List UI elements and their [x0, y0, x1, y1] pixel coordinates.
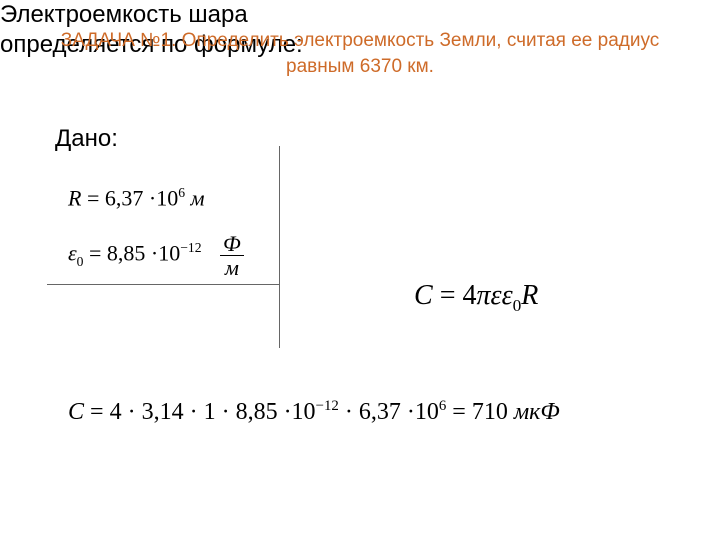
calc-line: C = 4 · 3,14 · 1 · 8,85 ·10−12 · 6,37 ·1…	[68, 398, 560, 426]
given-eq-eps0: ε0 = 8,85 ·10−12 Ф м	[68, 232, 246, 279]
calc-dot2: ·	[190, 399, 204, 425]
calc-dot1: ·	[128, 399, 142, 425]
formula-4pi: 4π	[462, 280, 490, 311]
exp-eps0: −12	[180, 240, 201, 255]
calc-4: 4	[110, 399, 122, 425]
calc-R-exp: 6	[439, 398, 446, 414]
val-eps0: 8,85	[107, 241, 146, 266]
divider-vertical	[279, 146, 280, 348]
formula-eps0-sub: 0	[513, 296, 522, 315]
sym-eps0: ε	[68, 241, 77, 266]
calc-eq: =	[90, 399, 110, 425]
calc-eps0: 8,85	[236, 399, 278, 425]
formula-R: R	[521, 280, 538, 311]
given-label: Дано:	[55, 125, 118, 153]
calc-dot6: ·10	[407, 399, 439, 425]
space	[207, 241, 213, 266]
unit-R-sym: м	[191, 185, 205, 210]
formula-eps: ε	[491, 280, 502, 311]
calc-R: 6,37	[359, 399, 401, 425]
dot2: ·10	[151, 241, 180, 266]
title-line-1: ЗАДАЧА №1. Определить электроемкость Зем…	[61, 30, 660, 51]
calc-dot4: ·10	[284, 399, 316, 425]
equals2: =	[89, 241, 107, 266]
slide: ЗАДАЧА №1. Определить электроемкость Зем…	[0, 0, 720, 540]
unit-num: Ф	[220, 232, 244, 255]
unit-den: м	[220, 255, 244, 279]
calc-eq2: =	[452, 399, 472, 425]
formula-eps0: ε	[502, 280, 513, 311]
calc-unit: мкФ	[514, 399, 560, 425]
calc-dot3: ·	[222, 399, 236, 425]
formula-eq: =	[440, 280, 463, 311]
unit-frac: Ф м	[220, 232, 244, 279]
formula-C: C	[414, 280, 433, 311]
val-R: 6,37	[105, 185, 144, 210]
calc-pi: 3,14	[142, 399, 184, 425]
sub-eps0: 0	[77, 254, 84, 269]
problem-title: ЗАДАЧА №1. Определить электроемкость Зем…	[44, 28, 676, 79]
calc-eps: 1	[204, 399, 216, 425]
calc-C: C	[68, 399, 84, 425]
calc-eps0-exp: −12	[316, 398, 339, 414]
equals: =	[87, 185, 105, 210]
calc-result: 710	[472, 399, 508, 425]
dot: ·10	[149, 185, 178, 210]
title-line-2: равным 6370 км.	[286, 56, 434, 77]
divider-horizontal	[47, 284, 279, 285]
exp-R: 6	[178, 185, 185, 200]
sym-R: R	[68, 185, 81, 210]
formula-capacitance: C = 4πεε0R	[414, 280, 538, 316]
given-eq-radius: R = 6,37 ·106 м	[68, 185, 205, 211]
calc-dot5: ·	[345, 399, 359, 425]
